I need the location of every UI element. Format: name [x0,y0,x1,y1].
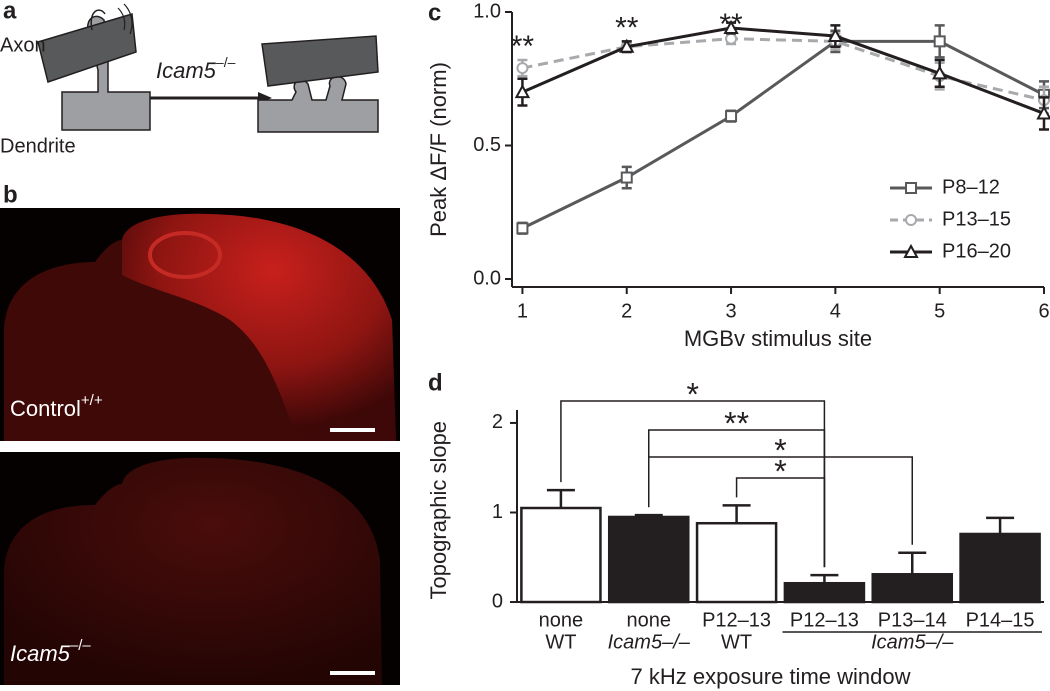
x-tick-label: 4 [830,300,841,322]
significance: ** [615,11,639,44]
marker [723,19,739,35]
series-line [521,39,1045,230]
legend-item: P8–12 [890,176,1000,198]
genotype-name: Control [10,396,81,421]
axon-label: Axon [0,34,46,56]
bar [695,521,778,604]
y-tick-label: 0.5 [473,134,501,156]
cortex [122,213,396,441]
x-tick-label: Icam5–/– [608,631,691,653]
x-axis-label: MGBv stimulus site [684,326,872,351]
micrographs: b Control+/+ Icam5–/– [0,181,400,685]
panel-label: b [3,181,18,208]
series-line [521,26,1045,115]
marker [619,38,635,53]
x-tick-label: P12–13 [702,609,771,631]
x-tick-label: 6 [1038,300,1049,322]
schematic: a Axon Dendrite Icam5–/– [0,0,379,157]
marker [725,110,738,123]
error-bar [634,513,663,517]
error-bar [810,573,839,584]
bar [607,515,690,604]
panel-label: a [3,0,17,24]
genotype: –/– [216,54,236,70]
marker [903,243,919,258]
legend-label: P8–12 [942,176,1000,198]
y-tick-label: 1.0 [473,0,501,22]
marker [905,182,917,194]
legend-item: P13–15 [890,208,1011,230]
error-bar [986,516,1015,534]
x-tick-label: P13–14 [878,609,947,631]
x-tick-label: 1 [517,300,528,322]
image-label: Control+/+ [10,392,103,421]
gene: Icam5 [156,58,217,83]
legend-item: P16–20 [890,240,1011,262]
y-tick-label: 2 [492,411,503,433]
x-tick-label: 5 [934,300,945,322]
marker [905,214,917,226]
significance-bracket [648,456,913,545]
dendrite-shape [257,75,379,133]
series-line [522,37,1045,102]
brain-section [4,457,382,685]
dendrite-label: Dendrite [0,135,76,157]
marker [620,171,633,184]
error-bar [546,488,575,509]
marker [1036,105,1050,120]
x-tick-label: P14–15 [966,609,1035,631]
motion-line [117,3,133,35]
significance: ** [511,30,535,63]
gene: Icam5 [10,641,71,666]
x-tick-label: WT [721,631,752,653]
marker [827,27,844,43]
panel-label: c [428,0,441,26]
arrow-label: Icam5–/– [156,54,236,83]
panel-label: d [428,369,443,396]
x-tick-label: 2 [621,300,632,322]
group-label: Icam5–/– [871,631,954,653]
outline [90,9,106,31]
bar [783,581,866,604]
y-axis-label: Peak ΔF/F (norm) [426,62,451,237]
bar [959,532,1041,604]
error-bar [898,551,927,575]
significance: * [774,432,786,468]
significance: ** [719,8,743,41]
x-tick-label: P12–13 [790,609,859,631]
x-tick-label: none [627,609,672,631]
image-label: Icam5–/– [10,637,91,666]
x-tick-label: WT [545,631,576,653]
significance: * [686,376,698,412]
x-axis-label: 7 kHz exposure time window [630,664,910,689]
marker [516,222,529,235]
legend-label: P13–15 [942,208,1011,230]
bar [871,573,954,604]
genotype: +/+ [81,392,103,409]
marker [932,65,948,80]
axon-shape [261,35,379,87]
y-axis-label: Topographic slope [426,421,451,600]
significance: ** [724,405,749,441]
y-tick-label: 0 [492,590,503,612]
axon-shape [37,13,137,83]
y-tick-label: 0.0 [473,267,501,289]
significance: * [774,453,786,489]
bar [520,506,602,604]
error-bar [722,504,751,524]
y-tick-label: 1 [492,501,503,523]
significance-bracket [735,477,826,568]
x-tick-label: 3 [725,300,736,322]
genotype: –/– [70,637,92,654]
x-tick-label: none [539,609,584,631]
marker [933,35,946,48]
marker [516,62,529,75]
hippocampus [148,231,222,279]
marker [514,84,531,99]
legend-label: P16–20 [942,240,1011,262]
